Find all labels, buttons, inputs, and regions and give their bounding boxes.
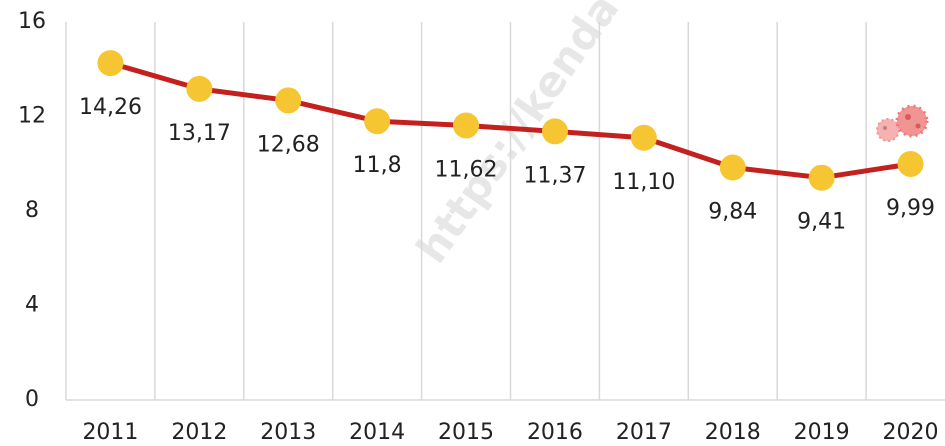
x-tick-label: 2011 xyxy=(82,420,138,445)
data-label: 11,62 xyxy=(435,157,498,182)
x-tick-label: 2017 xyxy=(616,420,672,445)
data-label: 13,17 xyxy=(168,121,231,146)
point xyxy=(808,164,835,191)
y-tick-label: 0 xyxy=(25,387,39,412)
data-label: 14,26 xyxy=(79,95,142,120)
point xyxy=(186,75,213,102)
x-tick-label: 2019 xyxy=(794,420,850,445)
data-label: 11,10 xyxy=(612,170,675,195)
point xyxy=(719,154,746,181)
data-label: 9,99 xyxy=(886,196,935,221)
x-tick-label: 2015 xyxy=(438,420,494,445)
point xyxy=(541,118,568,145)
x-tick-label: 2012 xyxy=(171,420,227,445)
point xyxy=(453,112,480,139)
point xyxy=(364,108,391,135)
y-tick-label: 12 xyxy=(18,104,46,129)
data-label: 12,68 xyxy=(257,132,320,157)
point xyxy=(275,87,302,114)
x-tick-label: 2020 xyxy=(883,420,939,445)
y-tick-label: 8 xyxy=(25,198,39,223)
virus-icon xyxy=(876,104,929,142)
data-label: 11,37 xyxy=(523,163,586,188)
y-tick-label: 16 xyxy=(18,9,46,34)
y-tick-label: 4 xyxy=(25,293,39,318)
point xyxy=(897,150,924,177)
x-tick-label: 2013 xyxy=(260,420,316,445)
x-tick-label: 2014 xyxy=(349,420,405,445)
data-label: 9,84 xyxy=(708,200,757,225)
x-tick-label: 2018 xyxy=(705,420,761,445)
data-label: 11,8 xyxy=(353,153,402,178)
x-tick-label: 2016 xyxy=(527,420,583,445)
line xyxy=(109,60,911,181)
point xyxy=(630,124,657,151)
point xyxy=(97,50,124,77)
data-label: 9,41 xyxy=(797,210,846,235)
